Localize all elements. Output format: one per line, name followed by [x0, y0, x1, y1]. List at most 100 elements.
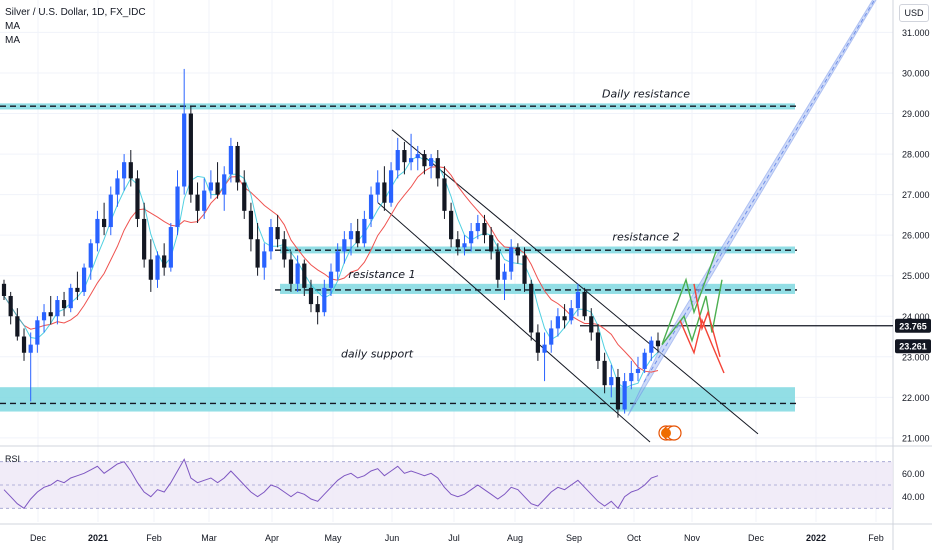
candle-body	[348, 231, 354, 240]
trend-channels	[377, 0, 877, 443]
candle-body	[368, 194, 374, 219]
candle-body	[422, 154, 427, 167]
candle-body	[1, 283, 7, 296]
price-tick-label: 21.000	[902, 433, 930, 443]
candle-body	[595, 332, 601, 361]
chart-legend: Silver / U.S. Dollar, 1D, FX_IDC MA MA	[5, 6, 146, 48]
candle-body	[135, 178, 140, 219]
currency-button[interactable]: USD	[899, 4, 929, 22]
candle-body	[429, 158, 434, 167]
candle-body	[262, 251, 267, 268]
candle-body	[95, 218, 100, 244]
candle-body	[162, 255, 167, 268]
candle-body	[489, 235, 494, 252]
time-axis[interactable]: Dec 2021 Feb Mar Apr May Jun Jul Aug Sep Oct Nov Dec…	[30, 533, 884, 543]
candle-body	[208, 182, 213, 191]
candle-body	[322, 287, 327, 313]
symbol-title[interactable]: Silver / U.S. Dollar, 1D, FX_IDC	[5, 7, 146, 18]
candle-body	[142, 218, 147, 260]
candle-body	[482, 223, 487, 236]
forecast-arrows	[661, 251, 725, 374]
candle-body	[108, 194, 113, 228]
candle-body	[168, 227, 173, 268]
price-tick-label: 30.000	[902, 68, 930, 78]
candle-body	[248, 210, 254, 240]
candle-body	[315, 304, 320, 313]
candle-body	[502, 271, 507, 280]
candle-body	[515, 247, 520, 256]
candle-body	[622, 381, 627, 410]
price-tick-label: 24.000	[902, 312, 930, 322]
candle-body	[255, 239, 260, 268]
zone-label: Daily resistance	[602, 87, 690, 100]
candle-body	[655, 340, 661, 347]
price-tick-label: 31.000	[902, 28, 930, 38]
candle-body	[649, 340, 654, 353]
time-tick-label: 2021	[88, 533, 108, 543]
candle-body	[188, 113, 193, 195]
candle-body	[242, 182, 247, 211]
price-tick-label: 27.000	[902, 190, 930, 200]
price-tick-label: 22.000	[902, 393, 930, 403]
candle-body	[642, 352, 647, 369]
channel-midline	[643, 0, 876, 383]
zone-labels: Daily resistance resistance 2 resistance 1…	[341, 87, 690, 360]
candle-body	[8, 295, 13, 317]
candle-body	[435, 158, 440, 179]
rsi-line	[3, 458, 659, 510]
candle-body	[382, 182, 387, 203]
rsi-tick-label: 60.00	[902, 469, 925, 479]
candle-body	[61, 300, 67, 309]
candle-body	[355, 231, 360, 244]
zone-band	[280, 283, 795, 294]
candle-body	[455, 239, 460, 248]
candle-body	[115, 178, 120, 195]
events-icon-flag	[661, 428, 671, 438]
candle-body	[342, 239, 347, 252]
time-tick-label: May	[324, 533, 342, 543]
candle-body	[308, 287, 314, 305]
candle-body	[395, 150, 400, 171]
ma-indicator-1[interactable]: MA	[5, 21, 20, 32]
candle-body	[21, 336, 27, 353]
candle-body	[215, 182, 220, 195]
price-label: 23.261	[899, 342, 927, 352]
candle-body	[589, 316, 594, 333]
ascending-channel	[627, 0, 877, 416]
candle-body	[75, 287, 80, 292]
economic-events-icon[interactable]	[658, 425, 682, 441]
candle-body	[102, 218, 107, 228]
candle-body	[408, 158, 414, 163]
candle-body	[222, 174, 227, 195]
candlestick-series	[1, 68, 661, 418]
ma-indicator-2[interactable]: MA	[5, 35, 20, 46]
price-label: 23.765	[899, 321, 927, 331]
candle-body	[275, 227, 280, 240]
candle-body	[182, 113, 187, 187]
candle-body	[475, 223, 480, 232]
candle-body	[41, 312, 47, 321]
candle-body	[88, 243, 93, 268]
candle-body	[635, 368, 641, 374]
time-tick-label: Feb	[868, 533, 884, 543]
candle-body	[402, 150, 407, 163]
price-tick-label: 29.000	[902, 109, 930, 119]
rsi-label: RSI	[5, 454, 20, 464]
candle-body	[282, 239, 287, 260]
rsi-pane: RSI	[0, 454, 893, 510]
candle-body	[375, 182, 380, 195]
candle-body	[175, 186, 180, 228]
candle-body	[202, 190, 207, 211]
candle-body	[582, 291, 587, 317]
price-axis[interactable]: 31.000 30.000 29.000 28.000 27.000 26.000 25.0…	[902, 28, 930, 502]
candle-body	[35, 320, 40, 345]
candle-body	[555, 316, 560, 329]
candle-body	[128, 162, 133, 179]
price-tick-label: 28.000	[902, 150, 930, 160]
candle-body	[535, 332, 540, 353]
zone-label: resistance 2	[612, 231, 679, 244]
support-resistance-zones	[0, 103, 893, 412]
price-label-bg	[895, 339, 931, 354]
candle-body	[155, 255, 160, 280]
